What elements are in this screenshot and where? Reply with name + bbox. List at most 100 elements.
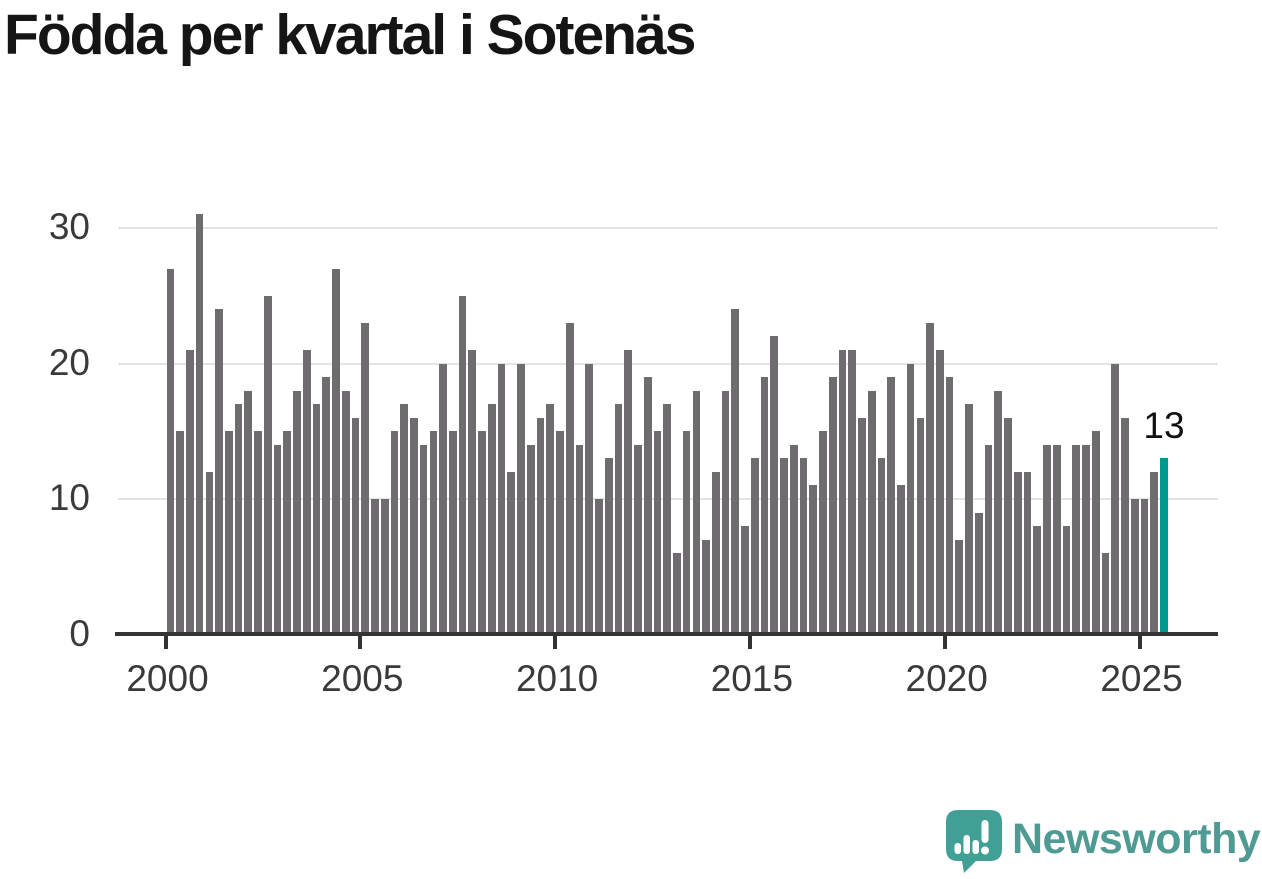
bar: [1004, 417, 1012, 635]
bar: [312, 404, 321, 635]
bar: [965, 404, 973, 635]
bar: [702, 539, 710, 635]
bar-highlighted: [1160, 458, 1168, 635]
bar: [419, 444, 428, 635]
bar: [936, 349, 944, 635]
bar: [478, 431, 486, 635]
bar: [410, 417, 418, 635]
bar: [1082, 444, 1090, 635]
bar: [877, 458, 886, 635]
bar: [1052, 444, 1061, 635]
bar: [770, 336, 779, 635]
bar: [887, 377, 896, 635]
x-tick-mark: [747, 636, 752, 649]
x-tick-label: 2015: [710, 658, 794, 699]
bar: [254, 431, 262, 635]
bar: [916, 417, 925, 635]
bar: [517, 363, 525, 635]
bar: [332, 268, 340, 635]
y-tick-label: 20: [48, 341, 90, 383]
bar: [546, 404, 555, 635]
bar: [458, 295, 467, 635]
bar: [380, 499, 389, 635]
bar: [692, 390, 701, 635]
bar: [371, 499, 379, 635]
bar: [186, 349, 194, 635]
x-tick-label: 2005: [321, 658, 404, 699]
bar: [858, 417, 866, 635]
bar: [828, 377, 837, 635]
bar: [176, 431, 184, 635]
bar: [1101, 553, 1110, 635]
bar: [497, 363, 506, 635]
bar: [624, 349, 633, 635]
bar: [234, 404, 243, 635]
bar: [945, 377, 954, 635]
y-tick-label: 30: [48, 206, 90, 247]
bar: [750, 458, 759, 635]
bar: [283, 431, 292, 635]
bar: [721, 390, 730, 635]
x-tick-label: 2020: [905, 658, 988, 699]
bar: [897, 485, 905, 635]
bar: [273, 444, 282, 635]
x-tick-mark: [163, 636, 168, 649]
bar: [994, 390, 1003, 635]
bar: [643, 377, 652, 635]
bar: [565, 322, 574, 635]
bar: [799, 458, 808, 635]
bar: [526, 444, 535, 635]
bar: [322, 377, 331, 635]
x-tick-label: 2010: [515, 658, 599, 699]
bar: [711, 471, 720, 635]
bar: [166, 268, 175, 635]
bar: [653, 431, 662, 635]
x-tick-label: 2025: [1100, 658, 1183, 699]
x-tick-mark: [553, 636, 558, 649]
y-tick-label: 10: [48, 477, 90, 518]
bar: [468, 349, 477, 635]
bar: [867, 390, 876, 635]
bar: [634, 444, 642, 635]
bar: [195, 214, 204, 635]
bar: [663, 404, 671, 635]
bar: [789, 444, 798, 635]
bar: [429, 431, 438, 635]
bar: [906, 363, 915, 635]
bar: [556, 431, 564, 635]
logo-wordmark: Newsworthy: [1012, 815, 1261, 863]
bar: [400, 404, 409, 635]
bar: [351, 417, 360, 635]
bar: [361, 322, 370, 635]
bar: [536, 417, 545, 635]
bar: [974, 512, 983, 635]
bar: [595, 499, 603, 635]
gridline-30: [118, 227, 1218, 229]
bar: [1033, 526, 1042, 635]
bar: [614, 404, 623, 635]
bar: [341, 390, 350, 635]
y-tick-label: 0: [69, 612, 90, 654]
bar: [1023, 471, 1032, 635]
bar: [1111, 363, 1120, 635]
x-tick-mark: [942, 636, 947, 649]
bar: [673, 553, 681, 635]
bar: [1140, 499, 1149, 635]
x-tick-mark: [1137, 636, 1142, 649]
bar: [1062, 526, 1071, 635]
speech-bubble-bar-chart-icon: [946, 810, 1002, 873]
bar: [575, 444, 584, 635]
bar: [1072, 444, 1081, 635]
bar: [809, 485, 818, 635]
bar: [487, 404, 496, 635]
bar: [293, 390, 301, 635]
bar: [390, 431, 399, 635]
bar: [1091, 431, 1100, 635]
bar: [205, 471, 214, 635]
bar: [780, 458, 788, 635]
x-axis-line: [115, 632, 1218, 636]
bar: [838, 349, 847, 635]
bar: [682, 431, 691, 635]
bar: [819, 431, 827, 635]
